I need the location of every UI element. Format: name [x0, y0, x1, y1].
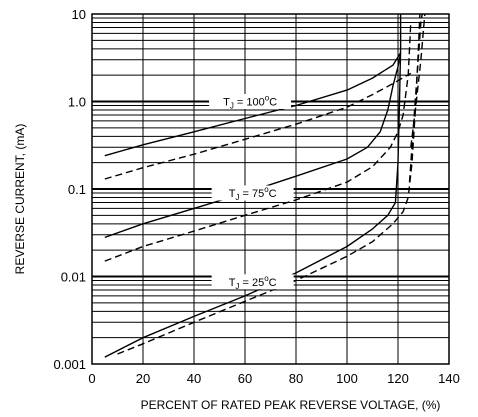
x-axis-label: PERCENT OF RATED PEAK REVERSE VOLTAGE, (…	[141, 398, 441, 412]
x-axis-ticks: 0 20 40 60 80 100 120 140	[88, 371, 459, 386]
annotations: TJ = 100oC TJ = 75oC TJ = 25oC	[209, 94, 294, 291]
annotation-background	[211, 185, 294, 201]
x-tick-label: 60	[238, 371, 252, 386]
series-line-7	[410, 13, 426, 148]
x-tick-label: 120	[387, 371, 409, 386]
series-line-1	[104, 52, 402, 157]
series-line-4	[104, 22, 412, 262]
series-line-8	[408, 13, 423, 183]
y-tick-label: 1.0	[68, 95, 86, 110]
x-tick-label: 40	[187, 371, 201, 386]
temperature-annotation: TJ = 25oC	[229, 274, 277, 291]
x-tick-label: 20	[136, 371, 150, 386]
series-line-3	[104, 52, 402, 239]
y-tick-label: 0.001	[53, 357, 86, 372]
series-group	[104, 13, 426, 358]
y-tick-label: 0.01	[61, 270, 86, 285]
temperature-annotation: TJ = 75oC	[229, 185, 277, 202]
y-axis-ticks: 0.001 0.01 0.1 1.0 10	[53, 7, 86, 372]
y-axis-label: REVERSE CURRENT, (mA)	[13, 124, 27, 275]
temperature-annotation: TJ = 100oC	[223, 94, 277, 111]
annotation-background	[211, 274, 294, 290]
series-line-2	[104, 72, 412, 180]
series-line-5	[104, 14, 402, 358]
y-tick-label: 0.1	[68, 182, 86, 197]
x-tick-label: 80	[289, 371, 303, 386]
y-tick-label: 10	[72, 7, 86, 22]
annotation-background	[209, 94, 292, 109]
plot-frame	[91, 13, 450, 365]
x-tick-label: 0	[88, 371, 95, 386]
x-tick-label: 100	[336, 371, 358, 386]
x-tick-label: 140	[438, 371, 460, 386]
